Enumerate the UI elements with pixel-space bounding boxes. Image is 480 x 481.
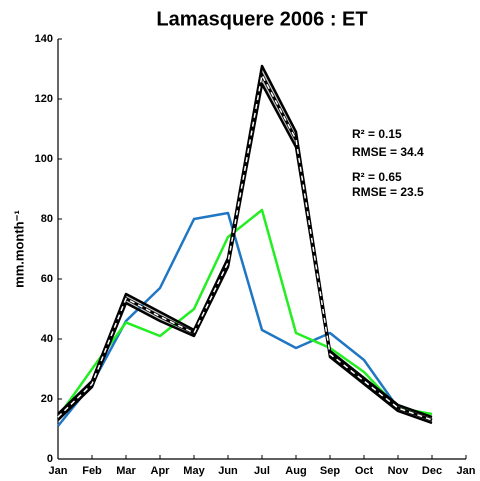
line	[56, 208, 433, 418]
line	[57, 74, 433, 421]
band-fill	[58, 66, 432, 423]
x-tick-label: Jan	[457, 465, 476, 477]
x-tick-label: Apr	[151, 465, 171, 477]
y-tick-label: 80	[41, 213, 53, 225]
y-tick-label: 20	[41, 393, 53, 405]
x-tick-label: Feb	[82, 465, 102, 477]
y-tick-label: 140	[35, 33, 53, 45]
y-tick-label: 40	[41, 333, 53, 345]
line	[57, 64, 433, 419]
x-tick-label: Sep	[320, 465, 340, 477]
y-tick-label: 0	[47, 453, 53, 465]
annotation: RMSE = 34.4	[352, 145, 424, 159]
x-tick-label: Nov	[388, 465, 410, 477]
chart-title: Lamasquere 2006 : ET	[156, 8, 367, 30]
y-tick-label: 120	[35, 93, 53, 105]
x-tick-label: Dec	[422, 465, 442, 477]
x-tick-label: Aug	[285, 465, 306, 477]
annotation: R² = 0.65	[352, 170, 402, 184]
x-tick-label: Jun	[218, 465, 238, 477]
x-tick-label: Jul	[254, 465, 270, 477]
y-tick-label: 60	[41, 273, 53, 285]
x-tick-label: Jan	[49, 465, 68, 477]
x-tick-label: Oct	[355, 465, 374, 477]
x-tick-label: Mar	[116, 465, 136, 477]
y-tick-label: 100	[35, 153, 53, 165]
annotation: R² = 0.15	[352, 127, 402, 141]
annotation: RMSE = 23.5	[352, 185, 424, 199]
x-tick-label: May	[183, 465, 205, 477]
y-axis-label: mm.month⁻¹	[11, 210, 26, 288]
